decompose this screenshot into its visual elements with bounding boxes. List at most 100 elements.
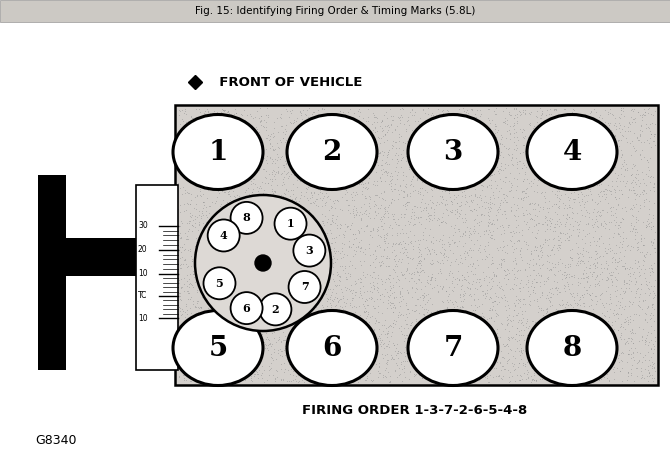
Point: [283, 113, 294, 120]
Point: [295, 331, 306, 339]
Point: [509, 366, 520, 373]
Point: [619, 305, 630, 313]
Ellipse shape: [408, 310, 498, 385]
Point: [466, 246, 476, 253]
Point: [354, 172, 364, 179]
Point: [206, 352, 217, 359]
Point: [567, 325, 578, 333]
Point: [568, 227, 579, 234]
Point: [559, 281, 570, 288]
Point: [201, 290, 212, 297]
Point: [269, 213, 279, 220]
Point: [491, 313, 502, 320]
Point: [545, 266, 556, 273]
Point: [529, 376, 539, 384]
Point: [358, 228, 369, 235]
Point: [644, 370, 655, 377]
Point: [583, 376, 594, 384]
Point: [500, 365, 511, 373]
Point: [627, 160, 638, 167]
Point: [194, 157, 204, 165]
Point: [362, 327, 373, 334]
Point: [519, 126, 529, 134]
Point: [485, 313, 496, 321]
Point: [204, 209, 214, 216]
Point: [454, 225, 464, 233]
Point: [285, 238, 295, 246]
Point: [387, 248, 397, 255]
Point: [328, 146, 338, 153]
Point: [213, 299, 224, 306]
Point: [343, 244, 354, 251]
Point: [521, 189, 532, 197]
Point: [600, 288, 611, 295]
Point: [327, 146, 338, 153]
Point: [315, 116, 326, 123]
Point: [263, 136, 274, 144]
Point: [265, 302, 276, 309]
Point: [515, 371, 526, 379]
Point: [243, 298, 254, 305]
Point: [384, 146, 395, 153]
Point: [197, 365, 208, 372]
Point: [475, 181, 486, 188]
Point: [438, 369, 448, 377]
Point: [604, 305, 615, 313]
Point: [580, 167, 590, 174]
Point: [195, 356, 206, 364]
Point: [478, 122, 488, 130]
Point: [175, 261, 186, 268]
Point: [563, 310, 574, 317]
Point: [529, 377, 539, 384]
Point: [180, 327, 191, 334]
Point: [243, 204, 254, 211]
Point: [317, 243, 328, 250]
Point: [462, 283, 472, 290]
Point: [516, 356, 527, 363]
Point: [440, 129, 451, 136]
Point: [390, 359, 401, 367]
Point: [554, 119, 565, 126]
Point: [543, 361, 554, 368]
Point: [480, 373, 490, 380]
Point: [490, 273, 501, 280]
Point: [632, 286, 643, 293]
Point: [625, 246, 636, 253]
Point: [208, 124, 218, 131]
Point: [442, 360, 452, 367]
Point: [417, 106, 428, 113]
Point: [525, 177, 536, 184]
Point: [460, 174, 470, 182]
Point: [338, 231, 348, 238]
Point: [606, 152, 616, 159]
Point: [285, 293, 296, 300]
Point: [420, 204, 431, 211]
Point: [339, 220, 350, 228]
Point: [419, 305, 429, 313]
Point: [184, 296, 195, 303]
Point: [584, 290, 594, 297]
Point: [591, 238, 602, 245]
Point: [353, 371, 364, 379]
Point: [467, 106, 478, 114]
Point: [429, 367, 440, 374]
Point: [539, 188, 550, 196]
Point: [353, 302, 364, 309]
Point: [630, 260, 641, 267]
Point: [534, 158, 545, 165]
Point: [343, 132, 354, 140]
Point: [381, 360, 392, 367]
Point: [297, 308, 308, 315]
Point: [438, 314, 448, 322]
Point: [321, 218, 332, 226]
Point: [390, 318, 401, 325]
Point: [484, 314, 494, 321]
Point: [488, 268, 498, 276]
Point: [334, 224, 345, 232]
Point: [493, 246, 504, 253]
Point: [614, 324, 625, 331]
Point: [639, 338, 650, 345]
Point: [462, 273, 473, 280]
Point: [220, 357, 231, 364]
Point: [497, 286, 508, 293]
